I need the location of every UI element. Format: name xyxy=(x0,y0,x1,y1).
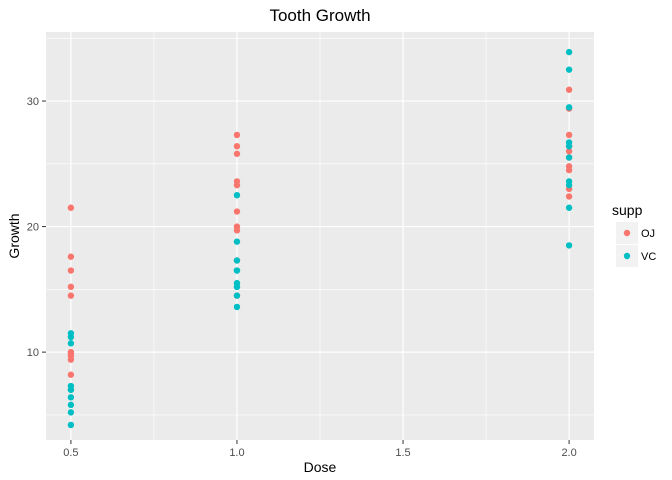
data-point xyxy=(67,386,75,393)
data-point xyxy=(565,143,573,150)
x-tick-label: 2.0 xyxy=(561,447,576,459)
data-point xyxy=(233,227,241,234)
x-axis-ticks: 0.5 1.0 1.5 2.0 xyxy=(63,440,577,459)
series-vc xyxy=(67,48,573,429)
data-point xyxy=(67,333,75,341)
legend-item-oj: OJ xyxy=(616,222,655,244)
data-point xyxy=(233,292,241,299)
data-point xyxy=(67,267,75,274)
y-tick-label: 30 xyxy=(27,96,39,108)
data-point xyxy=(565,193,573,200)
data-point xyxy=(233,267,241,274)
data-point xyxy=(67,292,75,299)
data-point xyxy=(233,238,241,245)
data-point xyxy=(67,356,75,363)
x-tick-label: 1.0 xyxy=(229,447,244,459)
data-point xyxy=(67,371,75,378)
legend-title: supp xyxy=(612,202,643,218)
y-tick-label: 20 xyxy=(27,222,39,234)
data-point xyxy=(233,303,241,311)
data-point xyxy=(565,166,573,174)
data-point xyxy=(565,181,573,189)
data-point xyxy=(233,283,241,291)
legend: supp OJ VC xyxy=(612,202,656,267)
y-axis-title: Growth xyxy=(6,213,22,258)
data-point xyxy=(565,86,573,93)
x-tick-label: 1.5 xyxy=(395,447,410,459)
data-point xyxy=(233,208,241,215)
data-point xyxy=(233,192,241,199)
data-point xyxy=(233,131,241,139)
minor-grid xyxy=(46,32,594,440)
data-point xyxy=(233,143,241,150)
data-point xyxy=(565,148,573,155)
x-tick-label: 0.5 xyxy=(63,447,78,459)
legend-label: OJ xyxy=(641,228,655,240)
data-point xyxy=(565,66,573,73)
data-point xyxy=(233,257,241,264)
y-tick-label: 10 xyxy=(27,347,39,359)
legend-item-vc: VC xyxy=(616,245,656,267)
legend-marker xyxy=(623,252,631,260)
data-point xyxy=(565,104,573,111)
data-point xyxy=(67,394,75,401)
data-point xyxy=(67,253,75,260)
data-point xyxy=(233,178,241,185)
data-point xyxy=(233,150,241,157)
legend-label: VC xyxy=(641,251,656,263)
data-point xyxy=(67,409,75,416)
data-point xyxy=(565,242,573,249)
x-axis-title: Dose xyxy=(304,459,337,475)
chart-title: Tooth Growth xyxy=(269,6,370,25)
data-point xyxy=(67,204,75,211)
y-axis-ticks: 10 20 30 xyxy=(27,96,46,359)
data-points xyxy=(67,48,573,429)
data-point xyxy=(67,421,75,429)
data-point xyxy=(67,350,75,357)
data-point xyxy=(67,401,75,409)
legend-marker xyxy=(623,229,631,237)
data-point xyxy=(565,48,573,56)
data-point xyxy=(565,131,573,139)
data-point xyxy=(565,204,573,211)
data-point xyxy=(67,283,75,291)
data-point xyxy=(67,340,75,347)
data-point xyxy=(565,154,573,161)
